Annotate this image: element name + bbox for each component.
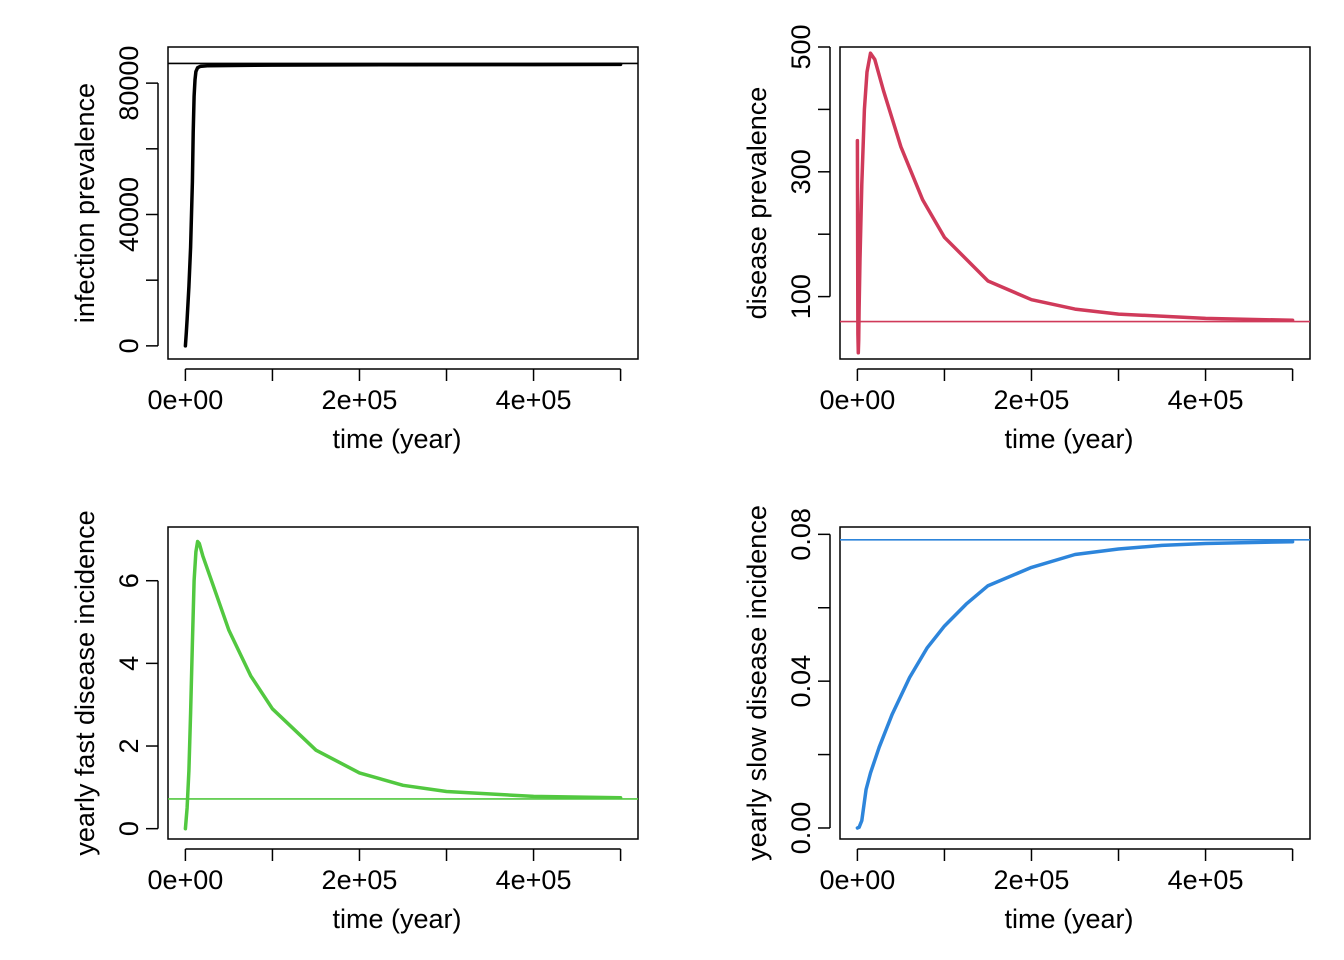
series-line bbox=[183, 539, 623, 831]
plot-frame bbox=[839, 46, 1311, 360]
y-tick-label: 0.00 bbox=[786, 802, 816, 855]
y-tick-label: 2 bbox=[114, 739, 144, 754]
y-tick-label: 300 bbox=[786, 149, 816, 194]
x-tick-label: 2e+05 bbox=[994, 385, 1070, 415]
x-tick-label: 4e+05 bbox=[496, 385, 572, 415]
x-axis-title: time (year) bbox=[1004, 424, 1133, 454]
panel-fast-disease-incidence: 0e+00 2e+05 4e+05 0 2 4 6 time (year) yearly fas… bbox=[70, 510, 639, 934]
y-axis-title: disease prevalence bbox=[742, 87, 772, 320]
y-axis-title: yearly slow disease incidence bbox=[742, 505, 772, 861]
x-tick-label: 4e+05 bbox=[1168, 385, 1244, 415]
x-tick-label: 0e+00 bbox=[147, 385, 223, 415]
x-tick-label: 2e+05 bbox=[322, 385, 398, 415]
x-tick-label: 4e+05 bbox=[1168, 865, 1244, 895]
x-tick-label: 0e+00 bbox=[819, 865, 895, 895]
y-tick-label: 0.08 bbox=[786, 508, 816, 561]
x-axis-title: time (year) bbox=[332, 904, 461, 934]
y-tick-label: 500 bbox=[786, 24, 816, 69]
y-tick-label: 4 bbox=[114, 656, 144, 671]
x-tick-label: 2e+05 bbox=[994, 865, 1070, 895]
y-tick-label: 0 bbox=[114, 821, 144, 836]
x-tick-label: 4e+05 bbox=[496, 865, 572, 895]
x-axis-title: time (year) bbox=[1004, 904, 1133, 934]
plot-frame bbox=[167, 46, 639, 360]
series-line bbox=[855, 539, 1295, 830]
panel-disease-prevalence: 0e+00 2e+05 4e+05 100 300 500 time (year) disea… bbox=[742, 24, 1311, 454]
y-tick-label: 80000 bbox=[114, 46, 144, 121]
x-axis-title: time (year) bbox=[332, 424, 461, 454]
y-tick-label: 40000 bbox=[114, 177, 144, 252]
y-tick-label: 0.04 bbox=[786, 655, 816, 708]
y-tick-label: 100 bbox=[786, 274, 816, 319]
panel-slow-disease-incidence: 0e+00 2e+05 4e+05 0.00 0.04 0.08 time (year) ye… bbox=[742, 505, 1311, 934]
plot-frame bbox=[839, 526, 1311, 840]
y-tick-label: 0 bbox=[114, 338, 144, 353]
x-tick-label: 0e+00 bbox=[147, 865, 223, 895]
y-axis-title: yearly fast disease incidence bbox=[70, 510, 100, 855]
y-axis-title: infection prevalence bbox=[70, 83, 100, 323]
series-line bbox=[183, 62, 623, 348]
x-tick-label: 0e+00 bbox=[819, 385, 895, 415]
plot-frame bbox=[167, 526, 639, 840]
series-line bbox=[855, 51, 1295, 355]
y-tick-label: 6 bbox=[114, 573, 144, 588]
x-tick-label: 2e+05 bbox=[322, 865, 398, 895]
panel-infection-prevalence: 0e+00 2e+05 4e+05 0 40000 80000 time (year) inf… bbox=[70, 46, 639, 454]
